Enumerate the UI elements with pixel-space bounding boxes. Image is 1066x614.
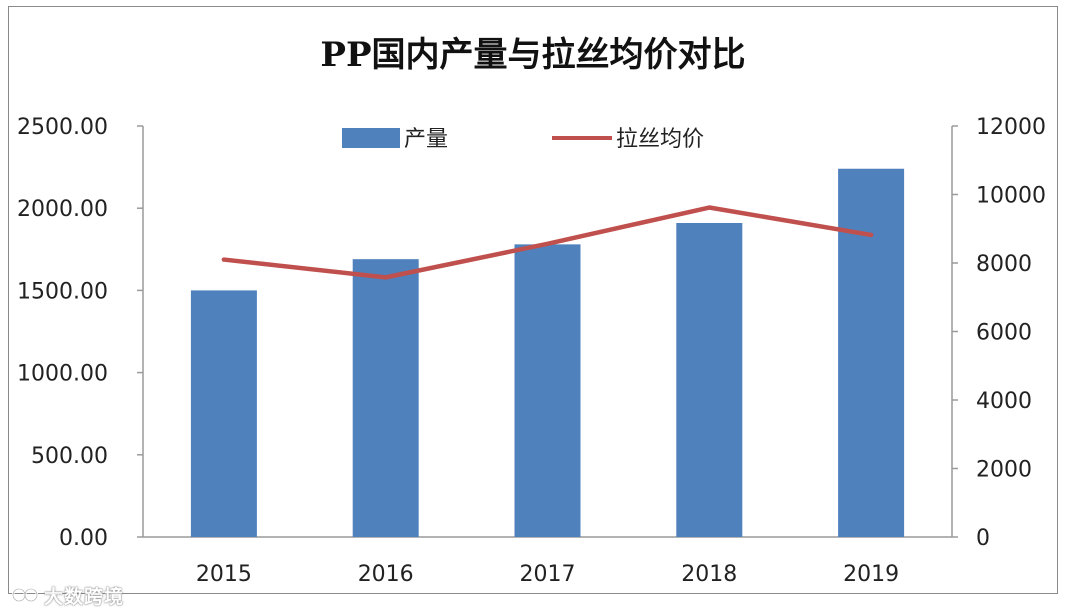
legend: 产量 拉丝均价: [342, 127, 704, 152]
bar-2016: [352, 259, 419, 537]
x-tick-label: 2015: [196, 562, 252, 587]
left-tick-label: 500.00: [31, 444, 108, 469]
chart-title: PP国内产量与拉丝均价对比: [320, 35, 745, 75]
right-tick-label: 10000: [976, 184, 1046, 209]
price-point-2016: [383, 275, 388, 280]
left-tick-label: 0.00: [59, 526, 108, 551]
bar-2017: [514, 244, 581, 538]
left-tick-label: 1000.00: [17, 362, 108, 387]
line-series: [221, 205, 874, 280]
x-tick-label: 2018: [681, 562, 737, 587]
price-point-2018: [707, 205, 712, 210]
right-tick-label: 6000: [976, 321, 1032, 346]
watermark-logo-icon: [12, 587, 38, 603]
legend-label-price: 拉丝均价: [616, 127, 704, 152]
legend-swatch-bar: [342, 128, 400, 148]
right-tick-label: 4000: [976, 389, 1032, 414]
x-tick-label: 2016: [358, 562, 414, 587]
right-tick-label: 2000: [976, 458, 1032, 483]
legend-label-production: 产量: [404, 127, 448, 152]
price-point-2017: [545, 241, 550, 246]
right-tick-label: 8000: [976, 252, 1032, 277]
watermark: 大数跨境: [12, 582, 124, 608]
bar-2018: [676, 222, 743, 537]
x-tick-label: 2019: [843, 562, 899, 587]
x-axis-ticks: 2015 2016 2017 2018 2019: [196, 562, 899, 587]
bar-2019: [838, 168, 905, 537]
right-axis-ticks: 0 2000 4000 6000 8000 10000 12000: [952, 115, 1046, 551]
left-axis-ticks: 0.00 500.00 1000.00 1500.00 2000.00 2500.00: [17, 115, 143, 551]
bar-2015: [190, 290, 257, 537]
price-point-2015: [221, 257, 226, 262]
left-tick-label: 2000.00: [17, 197, 108, 222]
right-tick-label: 12000: [976, 115, 1046, 140]
left-tick-label: 2500.00: [17, 115, 108, 140]
price-point-2019: [869, 232, 874, 237]
x-tick-label: 2017: [520, 562, 576, 587]
right-tick-label: 0: [976, 526, 990, 551]
left-tick-label: 1500.00: [17, 279, 108, 304]
watermark-text: 大数跨境: [44, 585, 125, 608]
